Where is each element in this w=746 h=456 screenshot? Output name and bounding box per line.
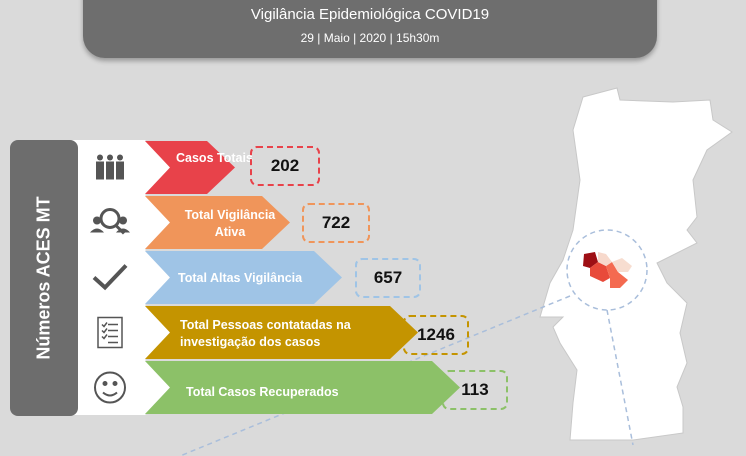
header-date: 29 | Maio | 2020 | 15h30m [300,31,440,45]
row-colored-arrow [145,361,460,414]
checkmark-icon [92,264,128,291]
row-label-pessoas-contatadas: Total Pessoas contatadas na investigação… [180,318,351,349]
value-casos-recuperados: 113 [442,370,508,410]
checklist-icon [97,316,123,349]
row-colored-arrow [145,306,418,359]
portugal-map [179,87,733,456]
row-3 [70,250,342,305]
row-1 [70,140,235,195]
value-pessoas-contatadas: 1246 [403,315,469,355]
people-search-icon [90,208,130,235]
header-title: Vigilância Epidemiológica COVID19 [250,6,490,23]
value-altas-vigilancia: 657 [355,258,421,298]
row-2 [70,195,290,250]
people-group-icon [96,154,124,180]
aces-mt-region [583,252,632,288]
value-casos-totais: 202 [250,146,320,186]
row-label-casos-recuperados: Total Casos Recuperados [186,385,339,399]
header-banner: Vigilância Epidemiológica COVID19 29 | M… [83,0,657,58]
row-colored-arrow [145,251,342,304]
side-label-box: Números ACES MT [10,140,78,416]
row-white-tab [70,250,170,305]
value-vigilancia-ativa: 722 [302,203,370,243]
smiley-icon [94,371,126,404]
row-white-tab [70,305,170,360]
row-5 [70,360,460,415]
side-label: Números ACES MT [33,196,54,360]
row-label-vigilancia-ativa: Total Vigilância Ativa [184,208,276,239]
row-colored-arrow [145,141,235,194]
row-white-tab [70,360,170,415]
row-label-altas-vigilancia: Total Altas Vigilância [178,271,303,285]
row-label-casos-totais: Casos Totais [176,151,253,165]
row-colored-arrow [145,196,290,249]
row-4 [70,305,418,360]
